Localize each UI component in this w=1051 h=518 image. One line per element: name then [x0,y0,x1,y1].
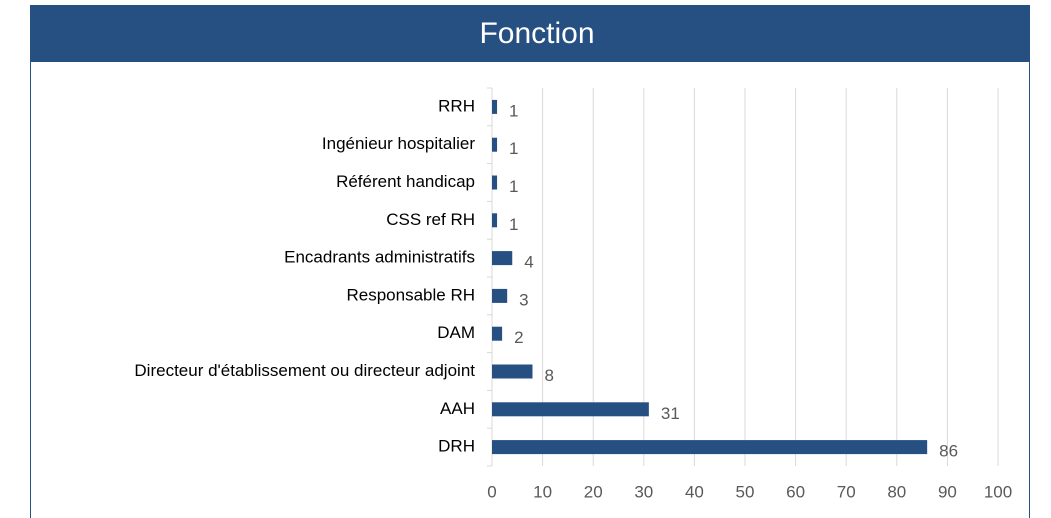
bar [492,99,498,114]
bar [492,137,498,152]
x-tick-label: 100 [984,482,1012,501]
header-band [30,5,1030,62]
bar [492,326,503,341]
y-tick-label: DRH [438,437,475,456]
y-tick-label: Directeur d'établissement ou directeur a… [134,361,475,380]
value-label: 2 [514,328,523,347]
y-tick-label: RRH [438,96,475,115]
x-tick-label: 30 [634,482,653,501]
y-tick-label: Ingénieur hospitalier [322,134,475,153]
bar [492,175,498,190]
value-label: 8 [544,366,553,385]
x-tick-label: 50 [736,482,755,501]
bar [492,364,533,379]
y-tick-label: CSS ref RH [386,210,475,229]
y-tick-label: Encadrants administratifs [284,248,475,267]
y-tick-label: Responsable RH [346,285,475,304]
x-tick-label: 0 [487,482,496,501]
value-label: 86 [939,442,958,461]
value-label: 1 [509,101,518,120]
x-tick-label: 60 [786,482,805,501]
y-tick-label: DAM [437,323,475,342]
x-tick-label: 80 [887,482,906,501]
chart-title: Fonction [479,17,594,50]
bar [492,251,513,266]
y-tick-label: Référent handicap [336,172,475,191]
y-tick-label: AAH [440,399,475,418]
value-label: 31 [661,404,680,423]
x-tick-label: 40 [685,482,704,501]
value-label: 1 [509,139,518,158]
bar [492,213,498,228]
value-label: 1 [509,215,518,234]
x-tick-label: 70 [837,482,856,501]
value-label: 4 [524,253,533,272]
value-label: 1 [509,177,518,196]
x-tick-label: 10 [533,482,552,501]
value-label: 3 [519,290,528,309]
x-tick-label: 90 [938,482,957,501]
bar [492,440,928,455]
x-tick-label: 20 [584,482,603,501]
bar [492,288,508,303]
bar [492,402,649,417]
